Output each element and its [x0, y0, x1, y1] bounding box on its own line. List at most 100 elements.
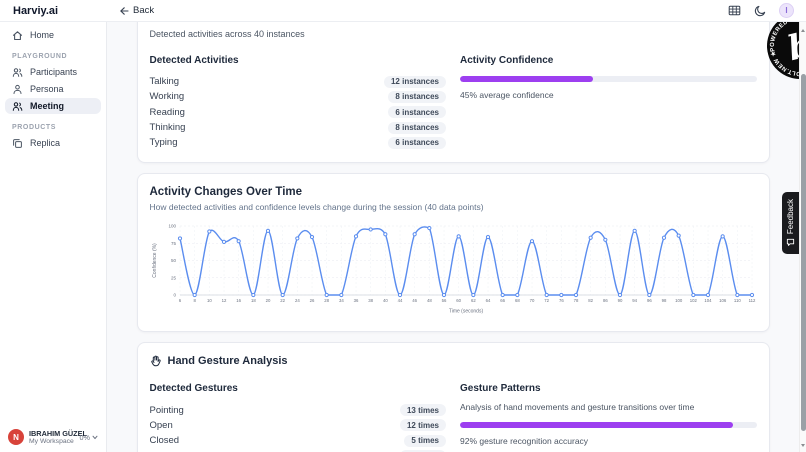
- svg-text:44: 44: [397, 298, 402, 303]
- sidebar-item-replica[interactable]: Replica: [5, 135, 101, 151]
- activity-confidence-column: Activity Confidence 45% average confiden…: [460, 55, 757, 150]
- vertical-scrollbar[interactable]: [799, 22, 806, 452]
- participants-icon: [12, 67, 23, 77]
- svg-text:6: 6: [178, 298, 181, 303]
- activity-count-badge: 8 instances: [388, 121, 446, 134]
- activity-row: Talking 12 instances: [149, 74, 446, 89]
- activity-changes-card: Activity Changes Over Time How detected …: [136, 173, 770, 333]
- confidence-progress-track: [460, 76, 757, 82]
- activity-row: Thinking 8 instances: [150, 120, 446, 135]
- workspace-switcher[interactable]: N IBRAHIM GÜZEL My Workspace 0%: [0, 422, 106, 452]
- svg-text:62: 62: [470, 298, 475, 303]
- svg-text:36: 36: [353, 298, 358, 303]
- gesture-progress-track: [460, 422, 757, 429]
- replica-icon: [13, 138, 22, 148]
- activity-count-badge: 8 instances: [388, 90, 446, 103]
- sidebar-item-label: Meeting: [30, 101, 65, 111]
- workspace-name: My Workspace: [29, 438, 74, 445]
- activity-card-description: Detected activities across 40 instances: [149, 29, 305, 39]
- svg-text:112: 112: [748, 298, 755, 303]
- svg-text:22: 22: [280, 298, 285, 303]
- sidebar-item-label: Participants: [30, 67, 78, 77]
- bolt-badge-circle: [766, 22, 799, 79]
- svg-text:70: 70: [529, 298, 534, 303]
- sidebar-item-persona[interactable]: Persona: [5, 81, 101, 97]
- gesture-row: Closed 5 times: [149, 433, 446, 448]
- user-avatar-bottom: N: [8, 429, 24, 445]
- back-arrow-icon: [120, 6, 129, 15]
- svg-text:76: 76: [558, 298, 563, 303]
- user-avatar-top[interactable]: I: [779, 3, 794, 18]
- gesture-row: Peace 10 times: [150, 448, 446, 452]
- top-bar: Harviy.ai Back I: [0, 0, 806, 22]
- gesture-label: Open: [149, 419, 173, 431]
- svg-text:104: 104: [704, 298, 712, 303]
- svg-text:8: 8: [193, 298, 196, 303]
- svg-text:56: 56: [441, 298, 446, 303]
- confidence-progress-fill: [460, 76, 594, 82]
- scrollbar-down-arrow[interactable]: [801, 444, 806, 447]
- sidebar-item-label: Replica: [30, 138, 61, 148]
- svg-text:26: 26: [309, 298, 314, 303]
- sidebar-section-products: PRODUCTS: [12, 124, 57, 131]
- hand-gesture-card: Hand Gesture Analysis Detected Gestures …: [136, 342, 770, 452]
- activity-label: Talking: [149, 76, 180, 88]
- svg-text:72: 72: [544, 298, 549, 303]
- detected-gestures-column: Detected Gestures Pointing 13 times Open…: [149, 383, 446, 452]
- svg-text:78: 78: [573, 298, 578, 303]
- svg-text:24: 24: [294, 298, 299, 303]
- activity-confidence-title: Activity Confidence: [460, 55, 554, 66]
- feedback-bubble-icon: [786, 238, 795, 246]
- feedback-label: Feedback: [786, 198, 795, 235]
- feedback-tab[interactable]: Feedback: [782, 192, 799, 254]
- sidebar-item-participants[interactable]: Participants: [5, 64, 101, 80]
- svg-text:38: 38: [368, 298, 373, 303]
- gesture-label: Closed: [149, 435, 180, 447]
- gesture-row: Open 12 times: [149, 418, 446, 433]
- usage-percent: 0%: [79, 432, 90, 442]
- activity-row: Working 8 instances: [149, 89, 446, 104]
- svg-text:94: 94: [632, 298, 637, 303]
- svg-text:96: 96: [646, 298, 651, 303]
- svg-text:40: 40: [382, 298, 387, 303]
- svg-text:48: 48: [426, 298, 431, 303]
- grid-icon: [728, 5, 741, 16]
- sidebar-item-home[interactable]: Home: [5, 27, 101, 43]
- svg-text:25: 25: [170, 276, 176, 281]
- hand-icon: [150, 356, 161, 367]
- confidence-caption: 45% average confidence: [460, 90, 554, 100]
- activity-count-badge: 6 instances: [388, 106, 446, 119]
- svg-text:68: 68: [514, 298, 519, 303]
- gesture-count-badge: 5 times: [404, 434, 446, 447]
- sidebar-section-playground: PLAYGROUND: [12, 53, 68, 60]
- back-label: Back: [133, 5, 155, 16]
- activity-label: Working: [149, 91, 185, 103]
- gesture-caption: 92% gesture recognition accuracy: [460, 436, 589, 447]
- gesture-label: Peace: [150, 451, 177, 452]
- confidence-line-chart: 0 25 50 75 100 6 8 10 12 16 18 20 22 24 26 28 34 36 38 40 44…: [150, 220, 757, 319]
- gesture-label: Pointing: [149, 404, 184, 416]
- svg-text:Confidence (%): Confidence (%): [152, 243, 158, 278]
- moon-icon: [754, 5, 766, 16]
- svg-text:110: 110: [733, 298, 740, 303]
- svg-text:28: 28: [324, 298, 329, 303]
- scrollbar-up-arrow[interactable]: [801, 29, 806, 32]
- svg-text:86: 86: [602, 298, 607, 303]
- scrollbar-thumb[interactable]: [801, 74, 806, 431]
- svg-text:12: 12: [221, 298, 226, 303]
- back-button[interactable]: Back: [119, 5, 154, 16]
- gesture-count-badge: 13 times: [399, 404, 446, 417]
- sidebar-item-label: Persona: [30, 84, 64, 94]
- activity-label: Typing: [149, 137, 178, 149]
- sidebar-item-meeting[interactable]: Meeting: [5, 98, 101, 114]
- svg-text:34: 34: [338, 298, 343, 303]
- gesture-card-title: Hand Gesture Analysis: [167, 355, 288, 368]
- svg-text:82: 82: [588, 298, 593, 303]
- dark-mode-button[interactable]: [754, 5, 766, 17]
- detected-gestures-title: Detected Gestures: [149, 383, 238, 395]
- activity-count-badge: 12 instances: [383, 75, 446, 88]
- grid-apps-button[interactable]: [728, 4, 741, 17]
- svg-text:90: 90: [617, 298, 622, 303]
- svg-text:66: 66: [500, 298, 505, 303]
